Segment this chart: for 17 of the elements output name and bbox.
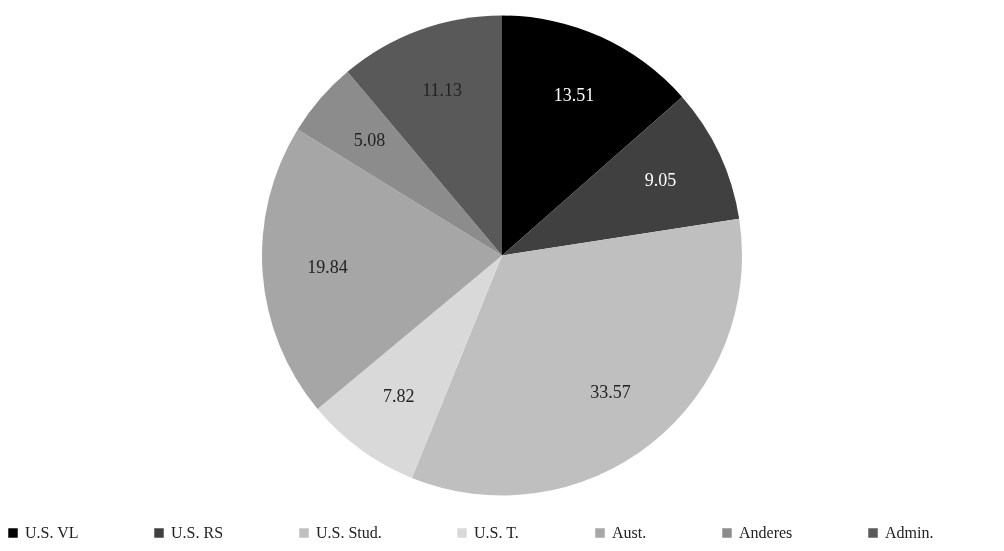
legend-label: U.S. T. xyxy=(474,524,519,541)
legend-label: U.S. Stud. xyxy=(316,524,382,541)
pie-slice xyxy=(262,129,502,410)
pie-slice xyxy=(297,71,502,256)
legend-label: U.S. RS xyxy=(171,524,224,541)
data-label: 9.05 xyxy=(644,170,677,191)
data-label: 5.08 xyxy=(353,130,386,151)
data-label: 33.57 xyxy=(590,381,631,402)
legend-label: Aust. xyxy=(612,524,647,541)
legend-label: U.S. VL xyxy=(25,524,79,541)
data-label: 19.84 xyxy=(307,256,348,277)
pie-slice xyxy=(347,15,502,256)
legend-label: Admin. xyxy=(885,524,934,541)
data-label: 7.82 xyxy=(383,385,415,406)
pie-slice xyxy=(502,15,683,256)
legend-label: Anderes xyxy=(739,524,793,541)
data-label: 13.51 xyxy=(553,85,595,106)
